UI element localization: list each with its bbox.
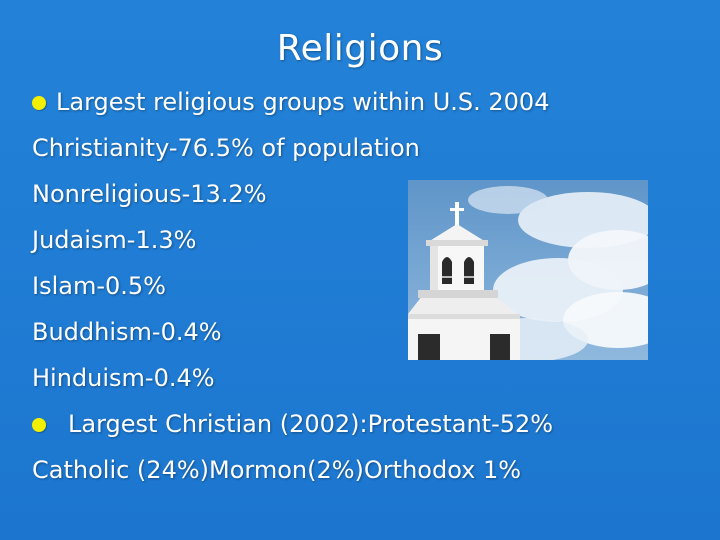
church-steeple-photo <box>408 180 648 360</box>
bullet-line-2: Largest Christian (2002):Protestant-52% <box>32 410 553 438</box>
text-line-catholic: Catholic (24%)Mormon(2%)Orthodox 1% <box>32 456 522 484</box>
text-line-judaism: Judaism-1.3% <box>32 226 197 254</box>
bullet-icon <box>32 96 46 110</box>
bullet-line-1: Largest religious groups within U.S. 200… <box>32 88 549 116</box>
bullet-text-1: Largest religious groups within U.S. 200… <box>56 88 550 116</box>
text-line-buddhism: Buddhism-0.4% <box>32 318 222 346</box>
text-line-nonreligious: Nonreligious-13.2% <box>32 180 267 208</box>
text-line-hinduism: Hinduism-0.4% <box>32 364 215 392</box>
slide-title: Religions <box>276 28 444 69</box>
text-line-islam: Islam-0.5% <box>32 272 166 300</box>
text-line-christianity: Christianity-76.5% of population <box>32 134 420 162</box>
bullet-text-2: Largest Christian (2002):Protestant-52% <box>68 410 554 438</box>
bullet-icon <box>32 418 46 432</box>
